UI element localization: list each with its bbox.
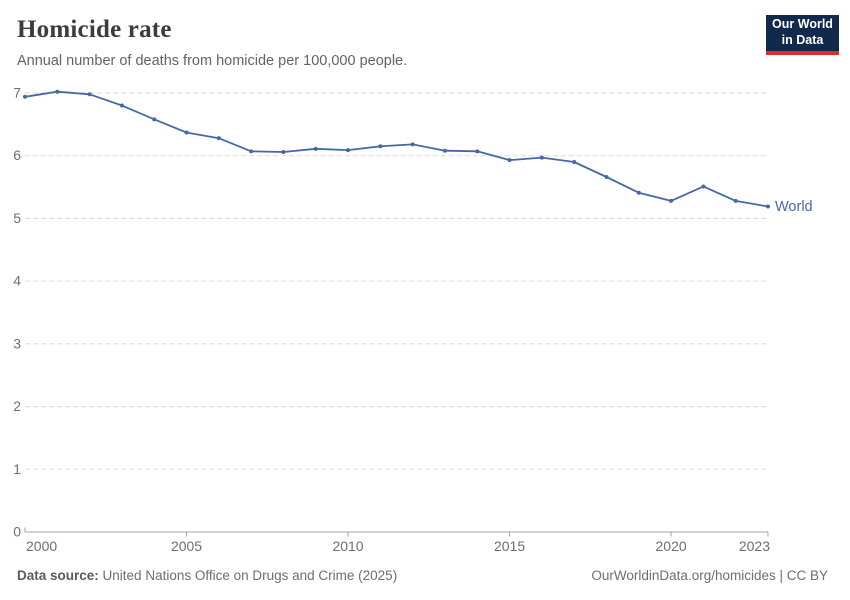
x-tick-label: 2015 (494, 538, 525, 554)
y-tick-label: 1 (13, 461, 21, 477)
y-tick-label: 4 (13, 273, 21, 289)
chart-header: Homicide rate Annual number of deaths fr… (17, 14, 407, 70)
world-series-line (24, 90, 769, 208)
data-point-2012 (410, 142, 415, 147)
line-chart-canvas: 0 1 2 3 4 5 6 7 2000 2005 2010 2015 2020 2023 World (13, 85, 813, 554)
x-tick-label: 2023 (739, 538, 770, 554)
owid-logo[interactable]: Our World in Data (766, 15, 839, 55)
data-point-2006 (216, 136, 221, 141)
data-point-2008 (281, 149, 286, 154)
data-point-2016 (539, 155, 544, 160)
data-point-2001 (55, 89, 60, 94)
y-tick-label: 2 (13, 398, 21, 414)
data-point-2010 (346, 148, 351, 153)
footer-citation-link[interactable]: OurWorldinData.org/homicides | CC BY (591, 568, 828, 583)
data-point-2011 (378, 144, 383, 149)
data-point-2000 (23, 94, 27, 99)
data-point-2019 (636, 190, 641, 195)
data-point-2023 (766, 204, 770, 209)
x-tick-label: 2000 (26, 538, 57, 554)
owid-logo-line1: Our World (772, 17, 833, 31)
chart-subtitle: Annual number of deaths from homicide pe… (17, 53, 408, 69)
data-point-2017 (572, 159, 577, 164)
data-source: Data source: United Nations Office on Dr… (17, 568, 397, 583)
data-point-2005 (184, 130, 189, 135)
data-point-2007 (249, 149, 254, 154)
data-point-2022 (733, 198, 738, 203)
data-source-label: Data source: (17, 568, 99, 583)
y-tick-label: 3 (13, 335, 21, 351)
data-point-2013 (442, 148, 447, 153)
data-point-2021 (701, 184, 706, 189)
series-end-label: World (775, 199, 813, 215)
y-tick-label: 6 (13, 147, 21, 163)
data-point-2015 (507, 158, 512, 163)
data-point-2003 (119, 103, 124, 108)
y-tick-label: 5 (13, 210, 21, 226)
owid-logo-line2: in Data (781, 32, 824, 47)
data-source-value: United Nations Office on Drugs and Crime… (102, 568, 398, 583)
data-point-2020 (669, 198, 674, 203)
x-tick-label: 2020 (656, 538, 687, 554)
x-tick-label: 2010 (332, 538, 363, 554)
data-point-2009 (313, 146, 318, 151)
y-tick-label: 7 (13, 85, 21, 101)
data-point-2018 (604, 175, 609, 180)
chart-title: Homicide rate (17, 16, 172, 43)
chart-footer: Data source: United Nations Office on Dr… (17, 568, 828, 583)
data-point-2004 (152, 117, 157, 122)
data-point-2002 (87, 92, 92, 97)
data-point-2014 (475, 149, 480, 154)
x-tick-label: 2005 (171, 538, 202, 554)
y-tick-label: 0 (13, 524, 21, 540)
